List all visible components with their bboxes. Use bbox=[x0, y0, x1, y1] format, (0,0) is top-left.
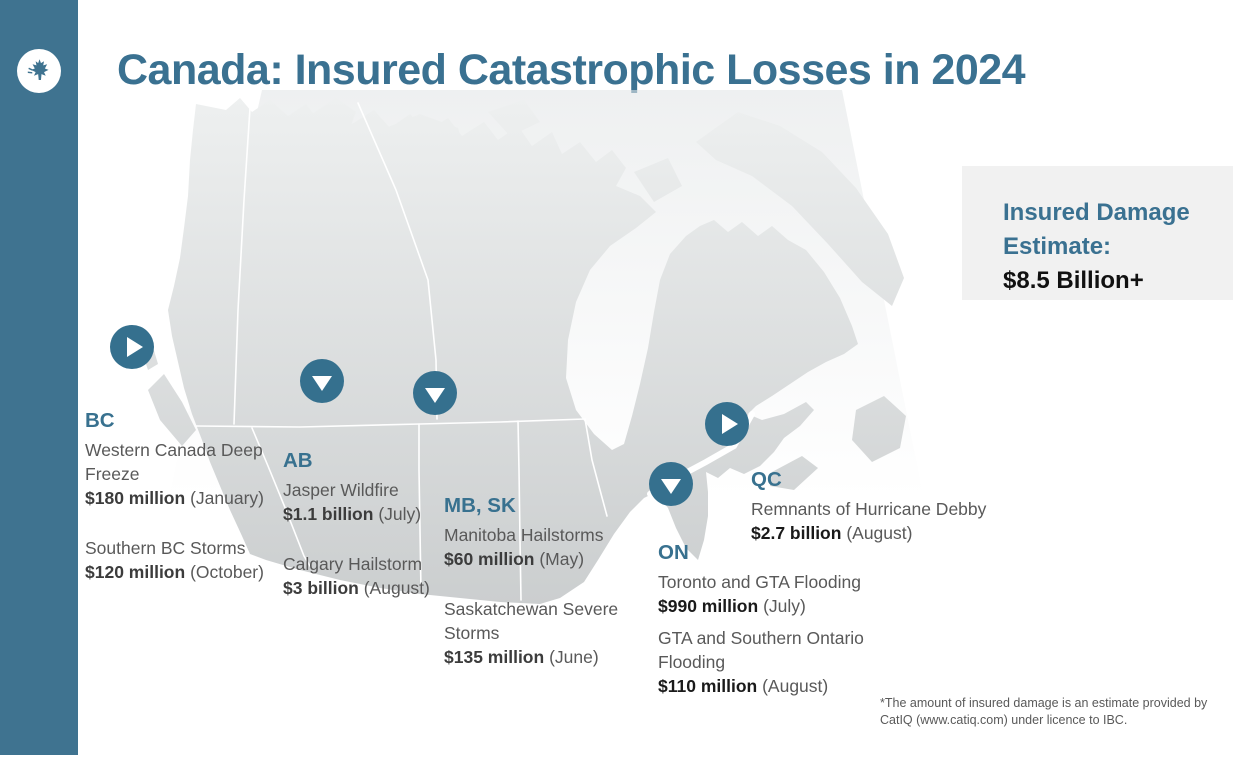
sidebar bbox=[0, 0, 78, 755]
map-marker-ON bbox=[649, 462, 693, 506]
event-name: Calgary Hailstorm bbox=[283, 554, 423, 574]
event-value-line: $135 million (June) bbox=[444, 645, 634, 669]
play-icon bbox=[721, 414, 738, 434]
event-amount: $3 billion bbox=[283, 578, 359, 598]
event-name: GTA and Southern Ontario Flooding bbox=[658, 628, 864, 672]
event-value-line: $120 million (October) bbox=[85, 560, 283, 584]
region-block-MB-SK: MB, SK Manitoba Hailstorms $60 million (Ma… bbox=[444, 494, 634, 669]
event-name: Southern BC Storms bbox=[85, 538, 246, 558]
event-name: Western Canada Deep Freeze bbox=[85, 440, 263, 484]
event-amount: $110 million bbox=[658, 676, 758, 696]
event-amount: $60 million bbox=[444, 549, 535, 569]
event-value-line: $110 million (August) bbox=[658, 674, 876, 698]
region-block-BC: BC Western Canada Deep Freeze $180 million… bbox=[85, 409, 283, 584]
region-code: ON bbox=[658, 541, 689, 564]
newfoundland-island bbox=[852, 396, 906, 462]
event-value-line: $60 million (May) bbox=[444, 547, 634, 571]
event-value-line: $1.1 billion (July) bbox=[283, 502, 461, 526]
event-value-line: $3 billion (August) bbox=[283, 576, 461, 600]
event-period: (July) bbox=[378, 504, 422, 524]
event-amount: $990 million bbox=[658, 596, 759, 616]
event-name: Jasper Wildfire bbox=[283, 480, 399, 500]
down-arrow-icon bbox=[312, 375, 332, 391]
event-item: Calgary Hailstorm $3 billion (August) bbox=[283, 552, 461, 600]
event-period: (January) bbox=[190, 488, 264, 508]
event-amount: $1.1 billion bbox=[283, 504, 374, 524]
play-icon bbox=[126, 337, 143, 357]
event-period: (October) bbox=[190, 562, 264, 582]
down-arrow-icon bbox=[425, 387, 445, 403]
event-name: Manitoba Hailstorms bbox=[444, 525, 604, 545]
event-period: (August) bbox=[846, 523, 913, 543]
region-code: MB, SK bbox=[444, 494, 516, 517]
event-value-line: $990 million (July) bbox=[658, 594, 876, 618]
footnote: *The amount of insured damage is an esti… bbox=[880, 696, 1208, 727]
event-item: Western Canada Deep Freeze $180 million (… bbox=[85, 438, 283, 510]
maple-leaf-icon bbox=[27, 59, 49, 80]
down-arrow-icon bbox=[661, 478, 681, 494]
page-title: Canada: Insured Catastrophic Losses in 2… bbox=[117, 46, 1026, 94]
map-marker-BC bbox=[110, 325, 154, 369]
event-name: Toronto and GTA Flooding bbox=[658, 572, 861, 592]
event-period: (July) bbox=[763, 596, 806, 616]
estimate-box: Insured Damage Estimate: $8.5 Billion+ bbox=[962, 166, 1233, 300]
event-period: (August) bbox=[762, 676, 829, 696]
region-block-ON: ON Toronto and GTA Flooding $990 million (… bbox=[658, 541, 876, 698]
logo bbox=[17, 49, 61, 93]
estimate-label: Insured Damage Estimate: bbox=[1003, 199, 1190, 260]
event-period: (June) bbox=[549, 647, 599, 667]
event-amount: $135 million bbox=[444, 647, 545, 667]
event-item: Southern BC Storms $120 million (October) bbox=[85, 536, 283, 584]
region-block-QC: QC Remnants of Hurricane Debby $2.7 billio… bbox=[751, 468, 1007, 545]
event-item: Saskatchewan Severe Storms $135 million (… bbox=[444, 597, 634, 669]
event-item: Remnants of Hurricane Debby $2.7 billion … bbox=[751, 497, 1007, 545]
region-code: QC bbox=[751, 468, 782, 491]
map-marker-QC bbox=[705, 402, 749, 446]
event-value-line: $2.7 billion (August) bbox=[751, 521, 1007, 545]
region-block-AB: AB Jasper Wildfire $1.1 billion (July) Calg… bbox=[283, 449, 461, 600]
event-name: Saskatchewan Severe Storms bbox=[444, 599, 619, 643]
event-item: Toronto and GTA Flooding $990 million (Ju… bbox=[658, 570, 876, 618]
event-name: Remnants of Hurricane Debby bbox=[751, 499, 987, 519]
event-value-line: $180 million (January) bbox=[85, 486, 283, 510]
region-code: AB bbox=[283, 449, 313, 472]
event-item: GTA and Southern Ontario Flooding $110 mi… bbox=[658, 626, 876, 698]
estimate-value: $8.5 Billion+ bbox=[1003, 267, 1144, 294]
map-marker-AB bbox=[300, 359, 344, 403]
event-period: (August) bbox=[363, 578, 430, 598]
map-marker-SK bbox=[413, 371, 457, 415]
event-item: Jasper Wildfire $1.1 billion (July) bbox=[283, 478, 461, 526]
event-amount: $2.7 billion bbox=[751, 523, 842, 543]
region-code: BC bbox=[85, 409, 115, 432]
event-amount: $120 million bbox=[85, 562, 186, 582]
event-item: Manitoba Hailstorms $60 million (May) bbox=[444, 523, 634, 571]
event-period: (May) bbox=[539, 549, 585, 569]
event-amount: $180 million bbox=[85, 488, 186, 508]
